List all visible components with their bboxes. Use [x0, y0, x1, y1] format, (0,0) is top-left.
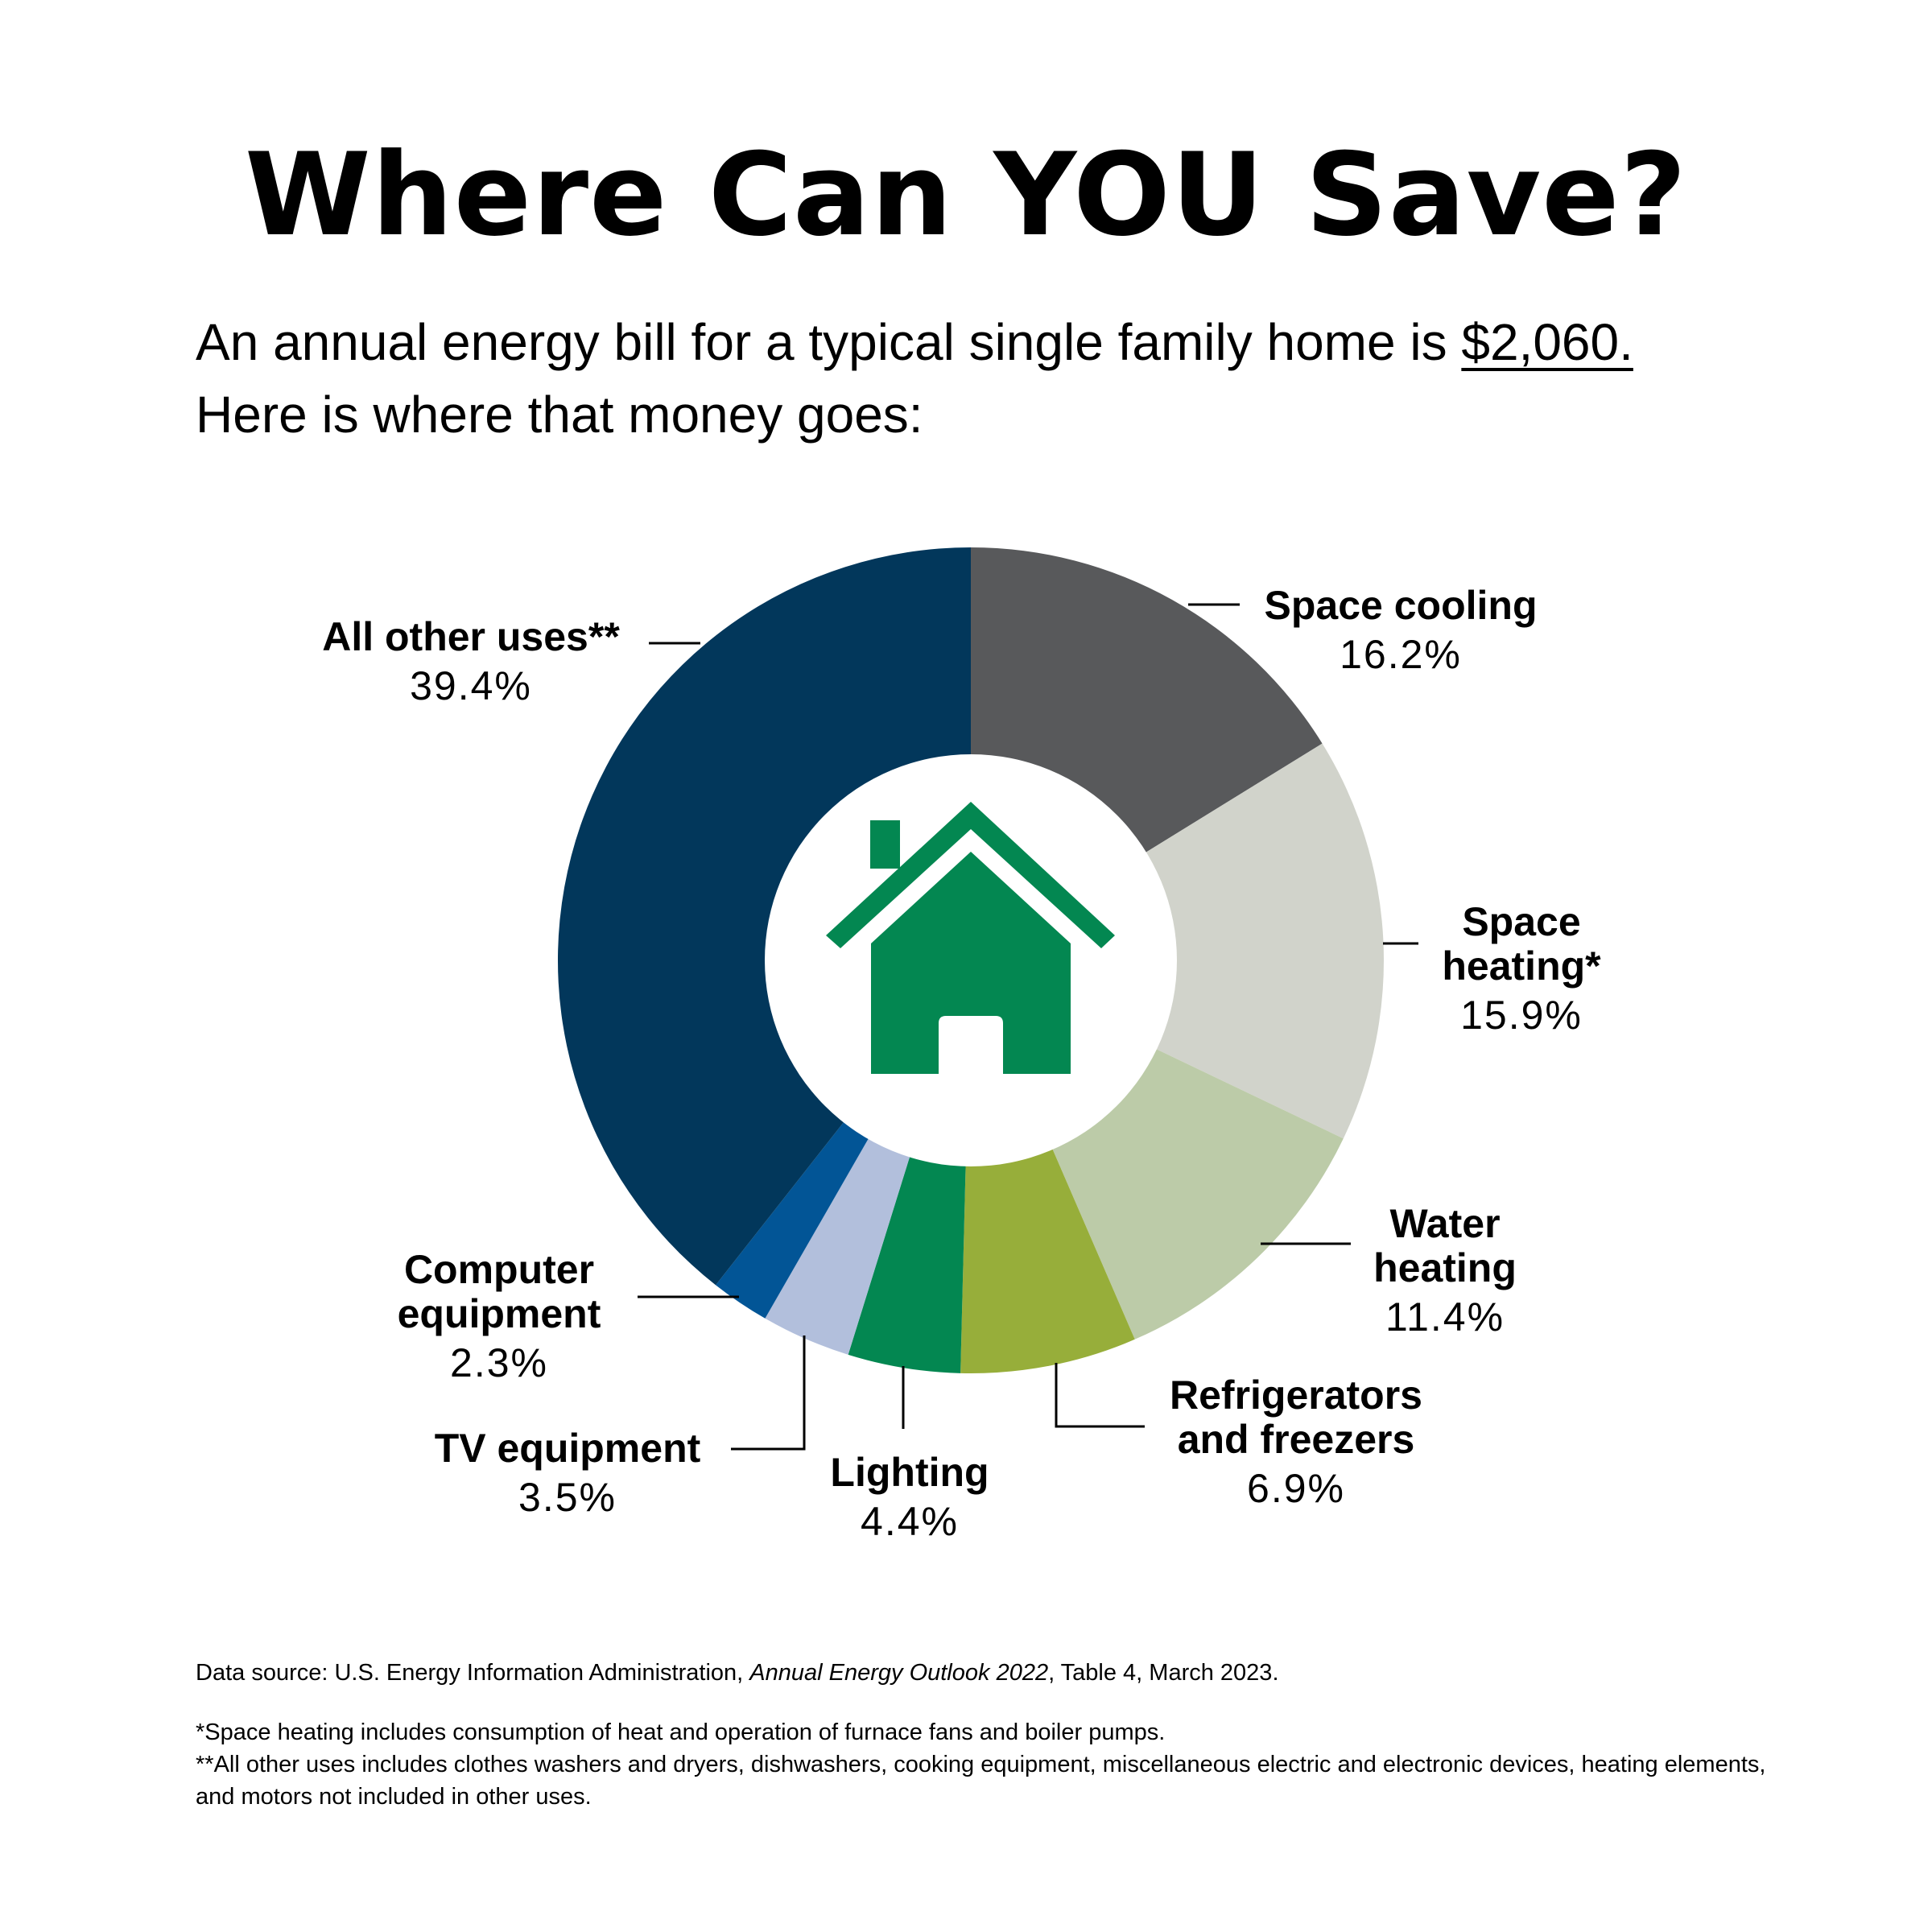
label-value: 4.4% [861, 1499, 959, 1544]
label-space-cooling: Space cooling 16.2% [1256, 584, 1546, 677]
label-refrigerators: Refrigerators and freezers 6.9% [1135, 1373, 1457, 1511]
label-name: Computer [403, 1247, 595, 1292]
label-name-line2: and freezers [1177, 1417, 1415, 1462]
footnote-other-uses: **All other uses includes clothes washer… [196, 1752, 1766, 1810]
house-roof [826, 802, 1115, 948]
slice-all-other-uses [557, 547, 971, 1286]
label-name-line2: heating [1373, 1245, 1517, 1290]
house-chimney [870, 820, 900, 869]
label-value: 39.4% [410, 663, 532, 708]
footnotes: *Space heating includes consumption of h… [196, 1716, 1806, 1813]
bill-amount: $2,060. [1461, 313, 1633, 371]
label-name: Space cooling [1264, 583, 1538, 628]
house-icon [826, 802, 1115, 1074]
label-tv-equipment: TV equipment 3.5% [402, 1426, 733, 1520]
leader-line-refrigerators [1055, 1363, 1145, 1428]
label-space-heating: Space heating* 15.9% [1368, 900, 1674, 1038]
source-prefix: Data source: U.S. Energy Information Adm… [196, 1660, 750, 1686]
label-value: 16.2% [1340, 632, 1462, 677]
label-value: 6.9% [1247, 1466, 1345, 1511]
label-value: 15.9% [1460, 993, 1583, 1038]
label-value: 3.5% [518, 1475, 617, 1520]
label-all-other-uses: All other uses** 39.4% [290, 615, 652, 708]
intro-line-2: Here is where that money goes: [196, 386, 923, 444]
label-value: 2.3% [450, 1340, 548, 1385]
page-title: Where Can YOU Save? [245, 129, 1687, 262]
label-name: Refrigerators [1170, 1373, 1422, 1418]
label-name-line2: equipment [397, 1291, 601, 1336]
label-name: TV equipment [434, 1426, 701, 1471]
source-title: Annual Energy Outlook 2022 [749, 1660, 1049, 1686]
label-name: Water [1389, 1201, 1501, 1246]
label-name: All other uses** [322, 614, 620, 659]
data-source-note: Data source: U.S. Energy Information Adm… [196, 1657, 1806, 1689]
slice-space-heating [971, 743, 1384, 1139]
label-water-heating: Water heating 11.4% [1320, 1202, 1570, 1340]
donut-slices [557, 547, 1384, 1374]
label-value: 11.4% [1385, 1294, 1505, 1340]
intro-text: An annual energy bill for a typical sing… [196, 306, 1886, 451]
label-lighting: Lighting 4.4% [789, 1451, 1030, 1544]
leader-lines [638, 603, 1418, 1451]
footnote-space-heating: *Space heating includes consumption of h… [196, 1719, 1166, 1745]
leader-line-tv-equipment [731, 1335, 806, 1451]
label-name: Lighting [830, 1450, 989, 1495]
label-name: Space [1462, 899, 1581, 944]
intro-line-1: An annual energy bill for a typical sing… [196, 306, 1886, 378]
label-computer-equipment: Computer equipment 2.3% [354, 1248, 644, 1385]
source-suffix: , Table 4, March 2023. [1048, 1660, 1279, 1686]
label-name-line2: heating* [1442, 943, 1601, 989]
intro-prefix: An annual energy bill for a typical sing… [196, 313, 1462, 371]
house-body [871, 852, 1071, 1074]
